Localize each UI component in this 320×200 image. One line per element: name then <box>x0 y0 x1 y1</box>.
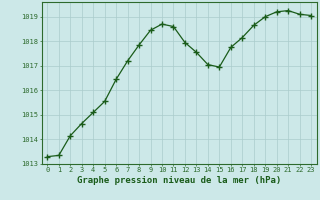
X-axis label: Graphe pression niveau de la mer (hPa): Graphe pression niveau de la mer (hPa) <box>77 176 281 185</box>
